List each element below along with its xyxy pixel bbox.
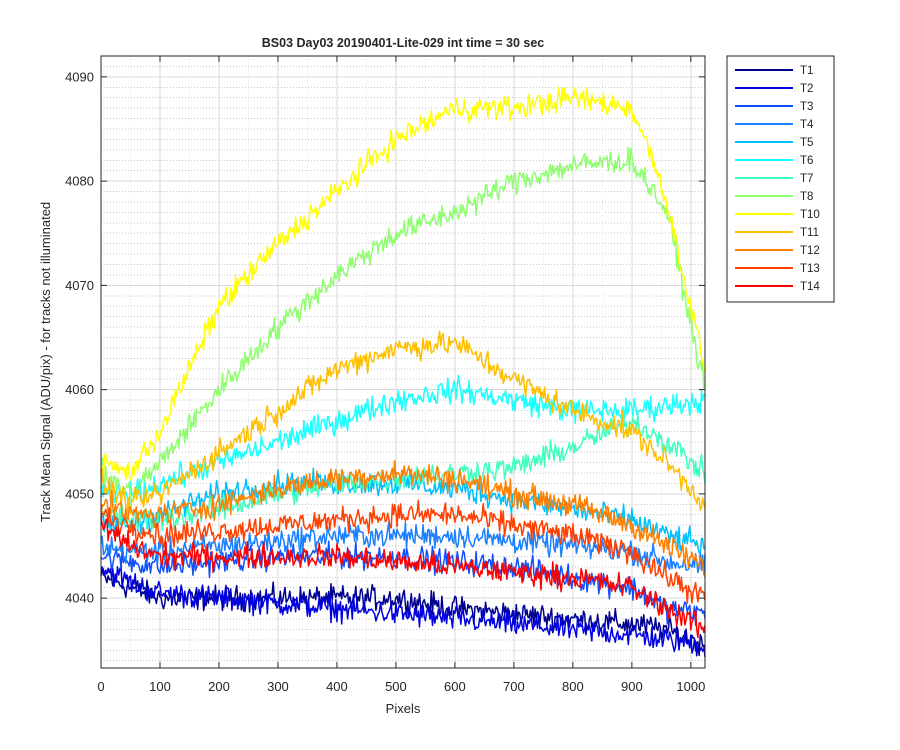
x-tick-label: 700 <box>503 679 525 694</box>
x-tick-label: 600 <box>444 679 466 694</box>
series-line-t2 <box>100 566 706 657</box>
axes-box <box>100 55 706 669</box>
legend-label-t7: T7 <box>800 173 813 185</box>
x-tick-label: 0 <box>97 679 104 694</box>
legend-label-t8: T8 <box>800 191 813 203</box>
y-tick-label: 4070 <box>65 278 94 293</box>
legend-label-t11: T11 <box>800 227 819 239</box>
legend-label-t4: T4 <box>800 119 814 131</box>
series-line-t13 <box>100 499 706 604</box>
legend-label-t2: T2 <box>800 83 813 95</box>
x-tick-label: 1000 <box>676 679 705 694</box>
legend-label-t5: T5 <box>800 137 813 149</box>
y-tick-label: 4060 <box>65 382 94 397</box>
plot-area: 0 100 200 300 400 500 600 700 800 900 1000 4040 4050… <box>65 55 706 694</box>
legend-label-t3: T3 <box>800 101 813 113</box>
legend-label-t12: T12 <box>800 245 820 257</box>
series-line-t14 <box>100 518 706 639</box>
x-tick-label: 100 <box>149 679 171 694</box>
series-line-t4 <box>100 521 706 575</box>
legend-label-t13: T13 <box>800 263 820 275</box>
y-tick-label: 4040 <box>65 591 94 606</box>
series-line-t8 <box>100 146 706 503</box>
series-line-t11 <box>100 330 706 516</box>
legend-label-t1: T1 <box>800 65 813 77</box>
x-tick-label: 800 <box>562 679 584 694</box>
chart-title: BS03 Day03 20190401-Lite-029 int time = … <box>262 36 545 50</box>
series-line-t10 <box>100 86 706 481</box>
legend-label-t6: T6 <box>800 155 813 167</box>
y-axis-label: Track Mean Signal (ADU/pix) - for tracks… <box>38 202 53 522</box>
y-tick-label: 4090 <box>65 69 94 84</box>
y-tick-label: 4080 <box>65 174 94 189</box>
y-tick-label: 4050 <box>65 486 94 501</box>
x-tick-label: 900 <box>621 679 643 694</box>
x-axis-label: Pixels <box>386 701 421 716</box>
series-line-t12 <box>100 460 706 578</box>
x-tick-label: 200 <box>208 679 230 694</box>
legend-label-t14: T14 <box>800 281 820 293</box>
x-tick-label: 400 <box>326 679 348 694</box>
x-tick-label: 300 <box>267 679 289 694</box>
legend: T1 T2 T3 T4 T5 T6 T7 T8 T10 T11 T12 T13 T14 <box>726 55 835 303</box>
x-tick-label: 500 <box>385 679 407 694</box>
legend-label-t10: T10 <box>800 209 820 221</box>
